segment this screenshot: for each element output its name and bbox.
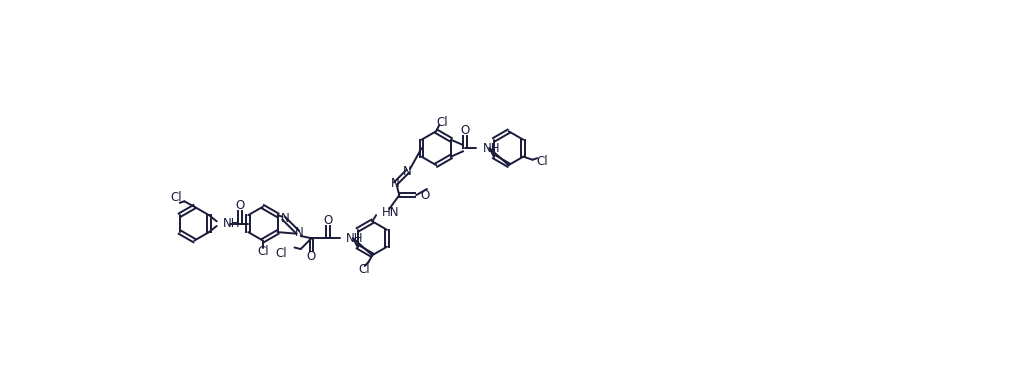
Text: HN: HN: [383, 206, 400, 219]
Text: NH: NH: [483, 142, 500, 154]
Text: Cl: Cl: [257, 245, 269, 258]
Text: Cl: Cl: [359, 262, 370, 276]
Text: Cl: Cl: [536, 155, 547, 168]
Text: Cl: Cl: [275, 247, 287, 260]
Text: O: O: [324, 214, 333, 227]
Text: Cl: Cl: [170, 191, 182, 204]
Text: N: N: [281, 212, 289, 225]
Text: N: N: [403, 165, 412, 178]
Text: O: O: [460, 124, 469, 137]
Text: O: O: [236, 200, 245, 212]
Text: N: N: [391, 177, 399, 190]
Text: O: O: [307, 250, 316, 263]
Text: Cl: Cl: [436, 116, 449, 129]
Text: NH: NH: [346, 232, 363, 245]
Text: O: O: [420, 189, 429, 202]
Text: NH: NH: [223, 217, 241, 230]
Text: N: N: [294, 226, 304, 238]
